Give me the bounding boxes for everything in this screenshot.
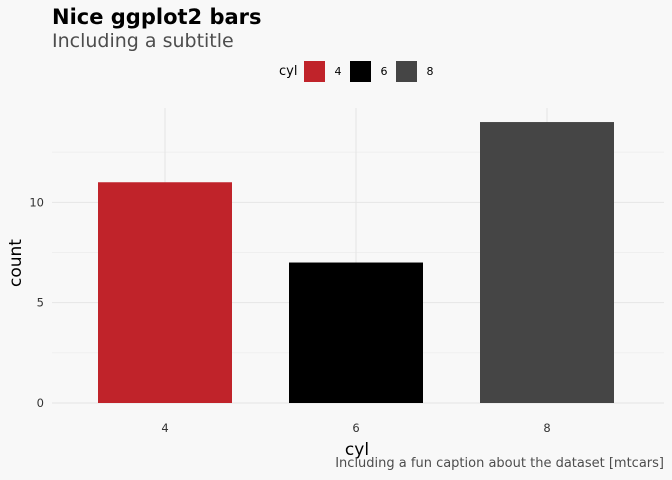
legend-label-4: 4: [334, 64, 342, 78]
legend-item-6: 6: [350, 60, 388, 82]
y-tick-label: 10: [29, 195, 44, 209]
legend-item-4: 4: [304, 60, 342, 82]
legend-swatch-6: [350, 60, 372, 82]
y-tick-label: 0: [37, 396, 44, 410]
bar-cyl-4: [98, 182, 232, 403]
chart-subtitle: Including a subtitle: [52, 30, 234, 52]
y-axis-title: count: [6, 239, 26, 287]
legend-label-6: 6: [380, 64, 388, 78]
x-tick-label: 4: [161, 421, 168, 435]
bars: [98, 122, 614, 404]
bar-cyl-8: [480, 122, 614, 404]
x-tick-label: 8: [543, 421, 550, 435]
chart-caption: Including a fun caption about the datase…: [335, 456, 664, 471]
chart-title: Nice ggplot2 bars: [52, 5, 262, 29]
legend-title: cyl: [279, 63, 298, 79]
legend: cyl 4 6 8: [279, 60, 442, 82]
x-tick-label: 6: [352, 421, 359, 435]
legend-item-8: 8: [396, 60, 434, 82]
tick-labels: 0 5 10 4 6 8: [29, 195, 550, 435]
y-tick-label: 5: [37, 296, 44, 310]
x-axis-title: cyl: [345, 440, 369, 460]
legend-swatch-8: [396, 60, 418, 82]
legend-swatch-4: [304, 60, 326, 82]
bar-cyl-6: [289, 262, 423, 403]
legend-label-8: 8: [426, 64, 434, 78]
